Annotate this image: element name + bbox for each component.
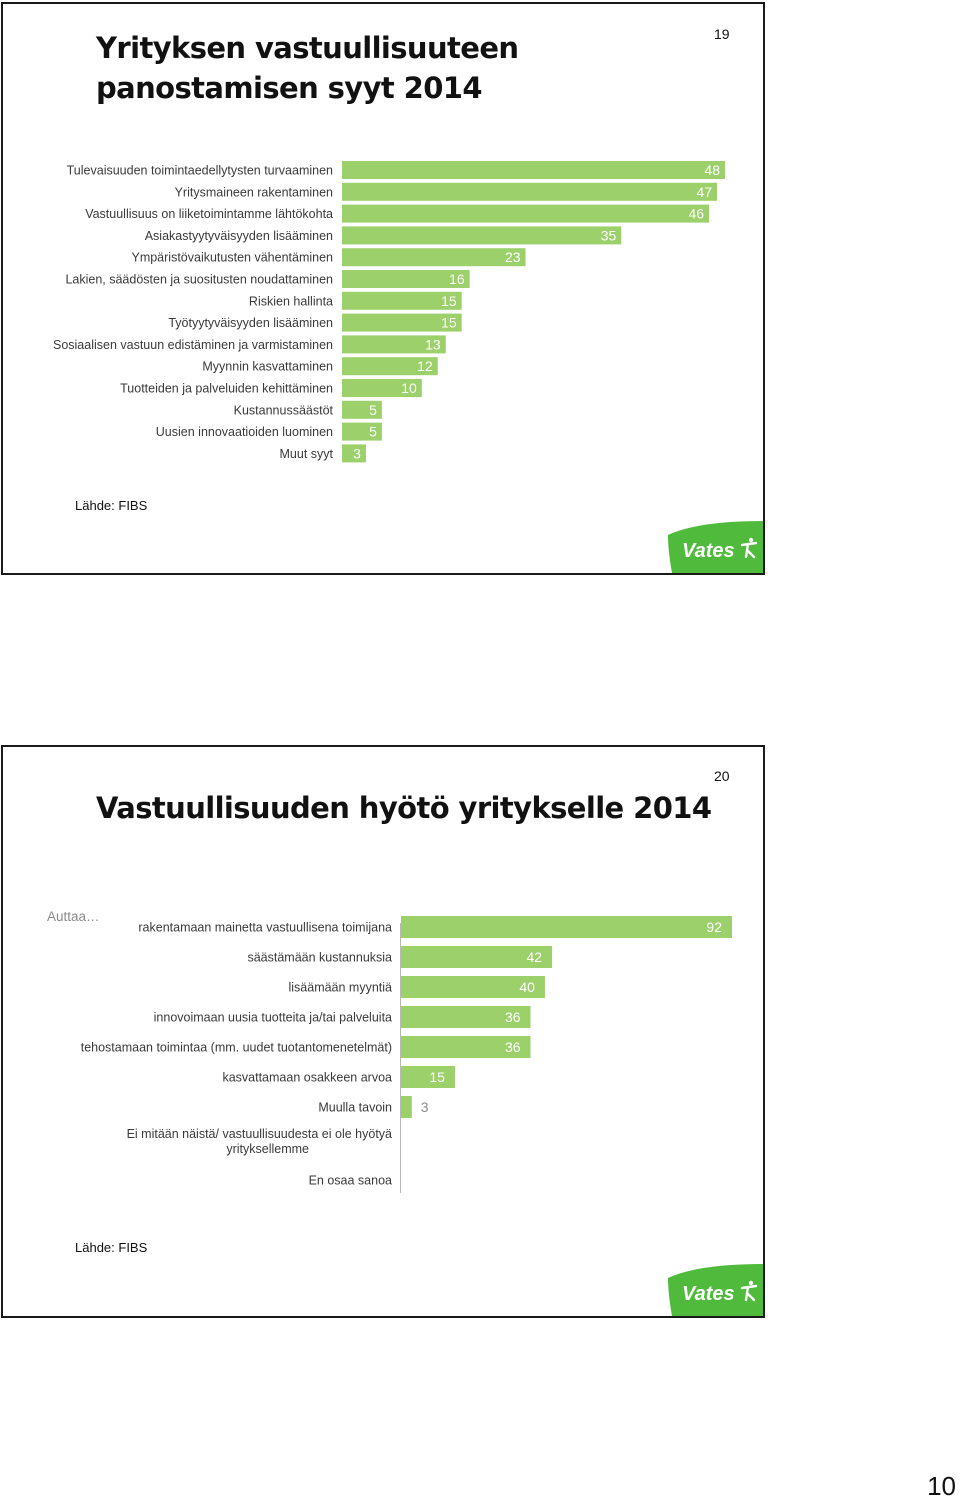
value-label: 5: [369, 424, 377, 440]
logo-text: Vates: [682, 540, 735, 562]
slide-number: 20: [714, 768, 730, 784]
category-label: Ei mitään näistä/ vastuullisuudesta ei o…: [127, 1127, 392, 1156]
category-label: Sosiaalisen vastuun edistäminen ja varmi…: [53, 338, 333, 352]
category-label: Riskien hallinta: [249, 294, 333, 308]
category-label: Yritysmaineen rakentaminen: [175, 185, 333, 199]
bar: [342, 400, 382, 419]
value-label: 42: [527, 949, 543, 965]
bar: [342, 226, 622, 245]
value-label: 5: [369, 402, 377, 418]
bar: [342, 182, 718, 201]
bar: [342, 270, 470, 288]
category-label: Vastuullisuus on liiketoimintamme lähtök…: [85, 207, 333, 221]
bar: [342, 422, 382, 441]
value-label: 16: [449, 271, 465, 287]
bar: [342, 379, 422, 397]
category-label: Muulla tavoin: [318, 1101, 392, 1115]
value-label: 15: [429, 1069, 445, 1085]
bar: [342, 313, 462, 332]
value-label: 15: [441, 315, 457, 331]
chart-reasons: 48 Tulevaisuuden toimintaedellytysten tur…: [53, 161, 725, 463]
category-label: rakentamaan mainetta vastuullisena toimi…: [138, 921, 392, 935]
value-label: 13: [425, 336, 441, 352]
category-label: kasvattamaan osakkeen arvoa: [222, 1071, 392, 1085]
bar: [342, 291, 462, 310]
value-label: 12: [417, 358, 433, 374]
value-label: 92: [706, 919, 722, 935]
value-label: 3: [421, 1099, 429, 1115]
value-label: 40: [519, 979, 535, 995]
category-label: tehostamaan toimintaa (mm. uudet tuotant…: [81, 1041, 392, 1055]
category-label: innovoimaan uusia tuotteita ja/tai palve…: [154, 1011, 392, 1025]
value-label: 36: [505, 1039, 521, 1055]
slide-19: Yrityksen vastuullisuuteen panostamisen …: [1, 2, 765, 575]
bar: [401, 1036, 531, 1058]
value-label: 48: [704, 162, 720, 178]
page-number: 10: [927, 1471, 956, 1501]
bar: [401, 946, 553, 968]
bar: [342, 357, 438, 376]
value-label: 23: [505, 249, 521, 265]
slide-title: Vastuullisuuden hyötö yritykselle 2014: [96, 791, 712, 825]
value-label: 3: [353, 445, 361, 461]
category-label: säästämään kustannuksia: [247, 951, 392, 965]
value-label: 10: [401, 380, 417, 396]
category-label: Uusien innovaatioiden luominen: [156, 425, 333, 439]
logo-text: Vates: [682, 1283, 735, 1305]
source-label: Lähde: FIBS: [75, 1240, 148, 1255]
category-label: lisäämään myyntiä: [288, 981, 392, 995]
bar: [401, 916, 732, 938]
category-label: Tuotteiden ja palveluiden kehittäminen: [120, 382, 333, 396]
value-label: 15: [441, 293, 457, 309]
bar: [401, 1006, 531, 1028]
category-label: Tulevaisuuden toimintaedellytysten turva…: [67, 164, 333, 178]
value-label: 47: [696, 184, 712, 200]
value-label: 46: [688, 206, 704, 222]
category-label: Asiakastyytyväisyyden lisääminen: [145, 229, 333, 243]
vates-logo: Vates: [668, 521, 763, 573]
slide-title: Yrityksen vastuullisuuteen panostamisen …: [96, 31, 519, 105]
bar: [401, 1066, 455, 1088]
value-label: 35: [601, 227, 617, 243]
bar: [342, 161, 725, 179]
category-prefix: Auttaa…: [47, 909, 100, 924]
category-label: Lakien, säädösten ja suositusten noudatt…: [65, 273, 333, 287]
bar: [342, 444, 366, 463]
bar: [401, 1096, 412, 1118]
slide-number: 19: [714, 26, 730, 42]
value-label: 36: [505, 1009, 521, 1025]
bar: [342, 335, 446, 354]
category-label: Ympäristövaikutusten vähentäminen: [131, 251, 333, 265]
category-label: En osaa sanoa: [309, 1174, 392, 1188]
bar: [342, 204, 710, 223]
chart-benefits: Auttaa… 92 rakentamaan mainetta vastuullis…: [47, 909, 732, 1193]
category-label: Työtyytyväisyyden lisääminen: [168, 316, 333, 330]
category-label: Myynnin kasvattaminen: [202, 360, 333, 374]
vates-logo: Vates: [668, 1264, 763, 1316]
category-label: Kustannussäästöt: [234, 403, 334, 417]
bar: [401, 976, 545, 998]
category-label: Muut syyt: [280, 447, 334, 461]
bar: [342, 248, 526, 267]
slide-20: Vastuullisuuden hyötö yritykselle 2014 2…: [1, 745, 765, 1318]
source-label: Lähde: FIBS: [75, 498, 148, 513]
